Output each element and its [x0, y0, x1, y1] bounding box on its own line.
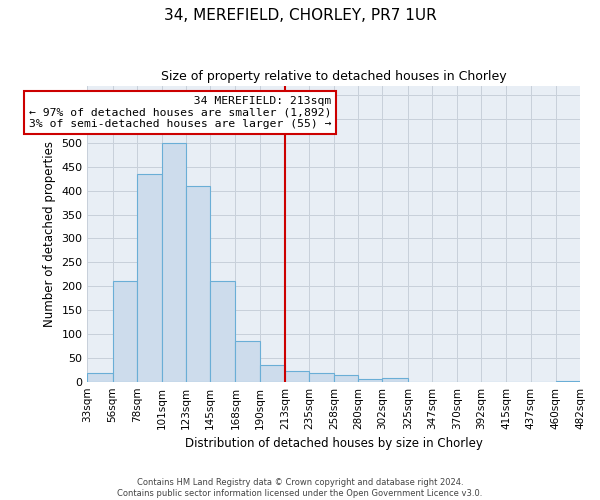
Bar: [556, 380, 580, 382]
Title: Size of property relative to detached houses in Chorley: Size of property relative to detached ho…: [161, 70, 506, 83]
Bar: [88, 373, 113, 382]
X-axis label: Distribution of detached houses by size in Chorley: Distribution of detached houses by size …: [185, 437, 482, 450]
Bar: [186, 186, 210, 382]
Text: 34 MEREFIELD: 213sqm
← 97% of detached houses are smaller (1,892)
3% of semi-det: 34 MEREFIELD: 213sqm ← 97% of detached h…: [29, 96, 331, 129]
Bar: [137, 174, 162, 382]
Bar: [210, 282, 235, 382]
Bar: [285, 371, 309, 382]
Bar: [358, 380, 382, 382]
Bar: [382, 378, 408, 382]
Bar: [334, 376, 358, 382]
Y-axis label: Number of detached properties: Number of detached properties: [43, 140, 56, 326]
Text: 34, MEREFIELD, CHORLEY, PR7 1UR: 34, MEREFIELD, CHORLEY, PR7 1UR: [164, 8, 436, 22]
Bar: [309, 373, 334, 382]
Bar: [162, 143, 186, 382]
Bar: [235, 341, 260, 382]
Bar: [113, 282, 137, 382]
Bar: [260, 365, 285, 382]
Text: Contains HM Land Registry data © Crown copyright and database right 2024.
Contai: Contains HM Land Registry data © Crown c…: [118, 478, 482, 498]
